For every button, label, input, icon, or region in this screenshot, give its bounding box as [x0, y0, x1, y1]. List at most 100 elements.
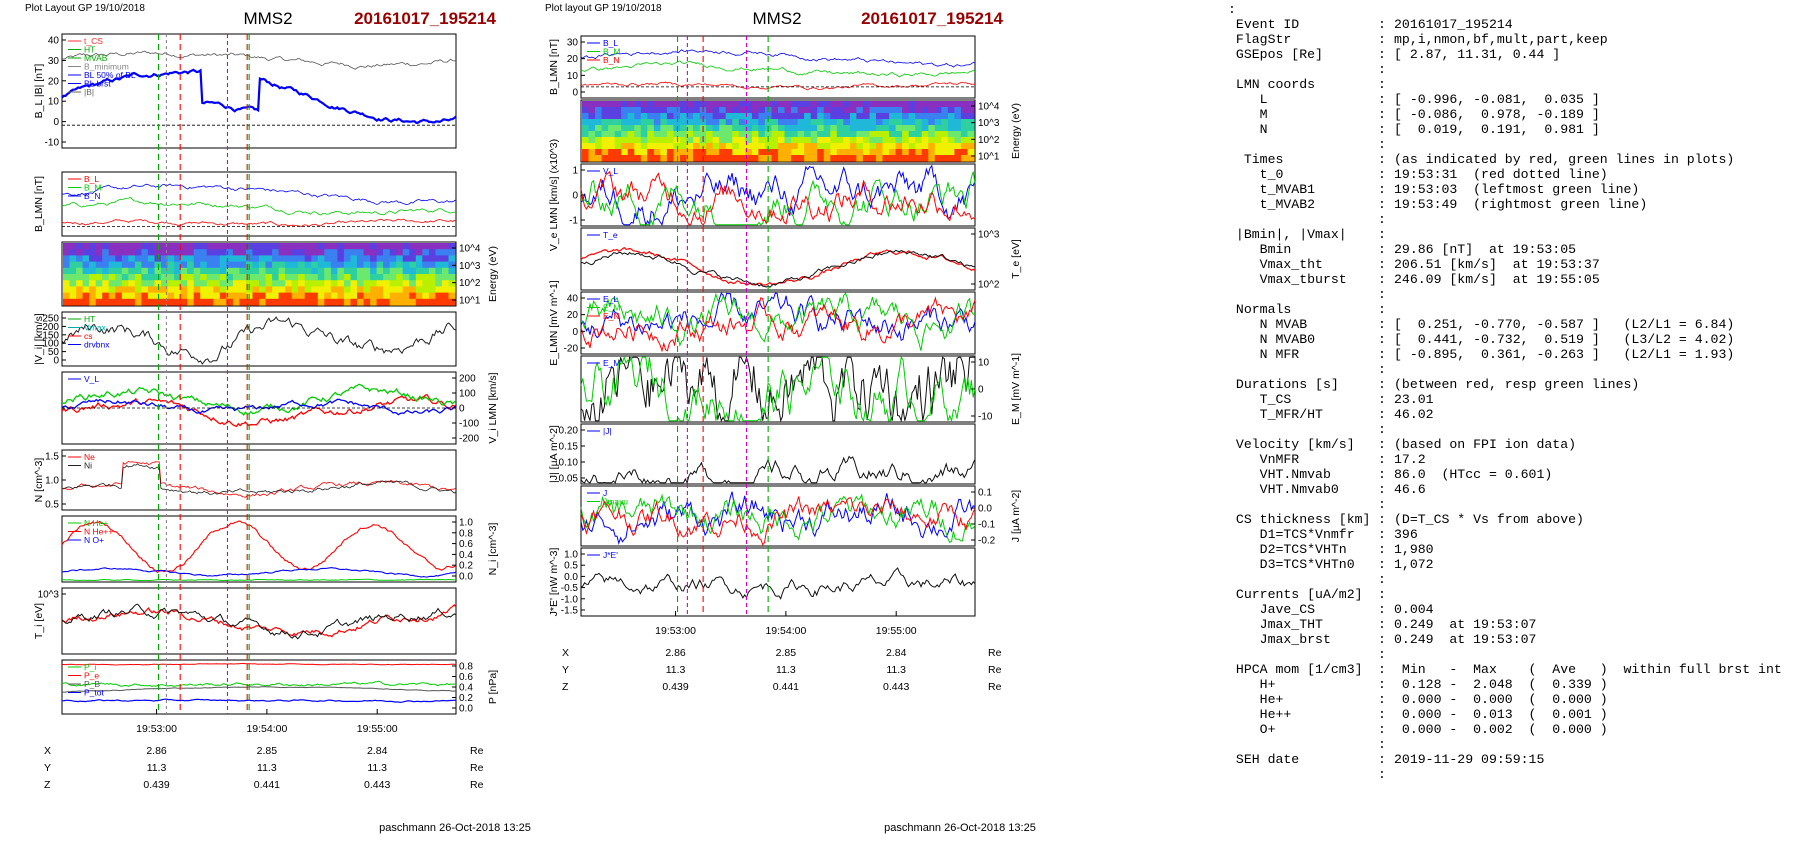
spectrogram-cell: [640, 125, 648, 132]
info-colon: :: [1378, 362, 1386, 377]
info-value: 19:53:03 (leftmost green line): [1394, 182, 1640, 197]
spectrogram-cell: [640, 119, 648, 126]
spectrogram-cell: [823, 119, 831, 126]
spectrogram-cell: [954, 137, 962, 144]
spectrogram-cell: [895, 143, 903, 150]
spectrogram-cell: [778, 137, 786, 144]
y-tick-label: 0.1: [978, 488, 992, 499]
spectrogram-cell: [180, 249, 188, 256]
spectrogram-cell: [921, 125, 929, 132]
spectrogram-cell: [219, 298, 227, 306]
spectrogram-cell: [206, 292, 214, 300]
info-key: D1=TCS*Vnmfr: [1228, 527, 1355, 542]
spectrogram-cell: [647, 131, 655, 138]
spectrogram-cell: [588, 155, 596, 162]
spectrogram-cell: [960, 143, 968, 150]
spectrogram-cell: [304, 280, 312, 287]
spectrogram-cell: [928, 143, 936, 150]
spectrogram-cell: [719, 107, 727, 114]
spectrogram-cell: [666, 155, 674, 162]
series-line: [61, 68, 457, 125]
spectrogram-cell: [693, 149, 701, 156]
spectrogram-cell: [193, 298, 201, 306]
spectrogram-cell: [666, 137, 674, 144]
series-line: [580, 170, 976, 226]
info-separator: :: [1228, 362, 1802, 377]
spectrogram-cell: [647, 119, 655, 126]
spectrogram-cell: [908, 107, 916, 114]
spectrogram-cell: [76, 286, 84, 294]
info-key: VHT.Nmvab: [1228, 467, 1331, 482]
spectrogram-cell: [725, 125, 733, 132]
info-separator-pad: [1228, 572, 1378, 587]
spectrogram-cell: [252, 280, 260, 287]
spectrogram-cell: [219, 292, 227, 300]
spectrogram-cell: [389, 280, 397, 287]
spectrogram-cell: [415, 243, 423, 250]
spectrogram-cell: [817, 137, 825, 144]
spectrogram-cell: [941, 131, 949, 138]
info-row: He++: 0.000 - 0.013 ( 0.001 ): [1228, 707, 1802, 722]
spectrogram-cell: [226, 286, 234, 294]
spectrogram-cell: [843, 149, 851, 156]
spectrogram-cell: [876, 107, 884, 114]
spectrogram-cell: [317, 280, 325, 287]
spectrogram-cell: [415, 292, 423, 300]
panel-frame: [61, 449, 457, 511]
info-value: 206.51 [km/s] at 19:53:37: [1394, 257, 1600, 272]
spectrogram-cell: [869, 143, 877, 150]
spectrogram-cell: [121, 255, 129, 263]
y-tick-label: 1.0: [459, 518, 473, 529]
spectrogram-cell: [791, 113, 799, 120]
spectrogram-cell: [954, 131, 962, 138]
spectrogram-cell: [680, 149, 688, 156]
ephemeris-value: 11.3: [257, 762, 277, 774]
spectrogram-cell: [608, 149, 616, 156]
spectrogram-cell: [89, 243, 97, 250]
y-tick-label: 20: [567, 310, 579, 321]
spectrogram-cell: [435, 261, 443, 269]
info-key: t_0: [1228, 167, 1284, 182]
spectrogram-cell: [291, 292, 299, 300]
spectrogram-cell: [725, 149, 733, 156]
spectrogram-cell: [745, 119, 753, 126]
y-tick-label: 0.4: [459, 683, 473, 694]
info-value: 0.249 at 19:53:07: [1394, 632, 1537, 647]
spectrogram-cell: [187, 249, 195, 256]
spectrogram-cell: [862, 155, 870, 162]
spectrogram-cell: [441, 286, 449, 294]
spectrogram-cell: [409, 274, 417, 281]
legend-entry: HT: [84, 314, 95, 324]
spectrogram-cell: [102, 274, 110, 281]
spectrogram-cell: [265, 298, 273, 306]
spectrogram-cell: [200, 280, 208, 287]
spectrogram-cell: [902, 101, 910, 108]
spectrogram-cell: [856, 119, 864, 126]
spectrogram-cell: [219, 255, 227, 263]
spectrogram-cell: [608, 119, 616, 126]
ephemeris-name: Y: [562, 664, 569, 676]
spectrogram-cell: [278, 274, 286, 281]
corner-label: Plot Layout GP 19/10/2018: [25, 3, 145, 14]
spectrogram-cell: [745, 155, 753, 162]
y-tick-label: 0.8: [459, 528, 473, 539]
series-line: [61, 463, 457, 495]
info-colon: :: [1378, 377, 1386, 392]
info-separator: :: [1228, 137, 1802, 152]
legend-entry: BL brst: [84, 79, 111, 89]
info-value: [ 0.019, 0.191, 0.981 ]: [1394, 122, 1600, 137]
spectrogram-cell: [357, 298, 365, 306]
spectrogram-cell: [941, 119, 949, 126]
legend-entry: E_M: [603, 358, 620, 368]
spectrogram-cell: [941, 125, 949, 132]
spectrogram-cell: [147, 280, 155, 287]
spectrogram-cell: [725, 107, 733, 114]
info-colon: :: [1378, 572, 1386, 587]
spectrogram-cell: [193, 286, 201, 294]
spectrogram-cell: [836, 149, 844, 156]
spectrogram-cell: [915, 119, 923, 126]
spectrogram-cell: [608, 137, 616, 144]
spectrogram-cell: [960, 113, 968, 120]
spectrogram-cell: [862, 149, 870, 156]
spectrogram-cell: [376, 249, 384, 256]
